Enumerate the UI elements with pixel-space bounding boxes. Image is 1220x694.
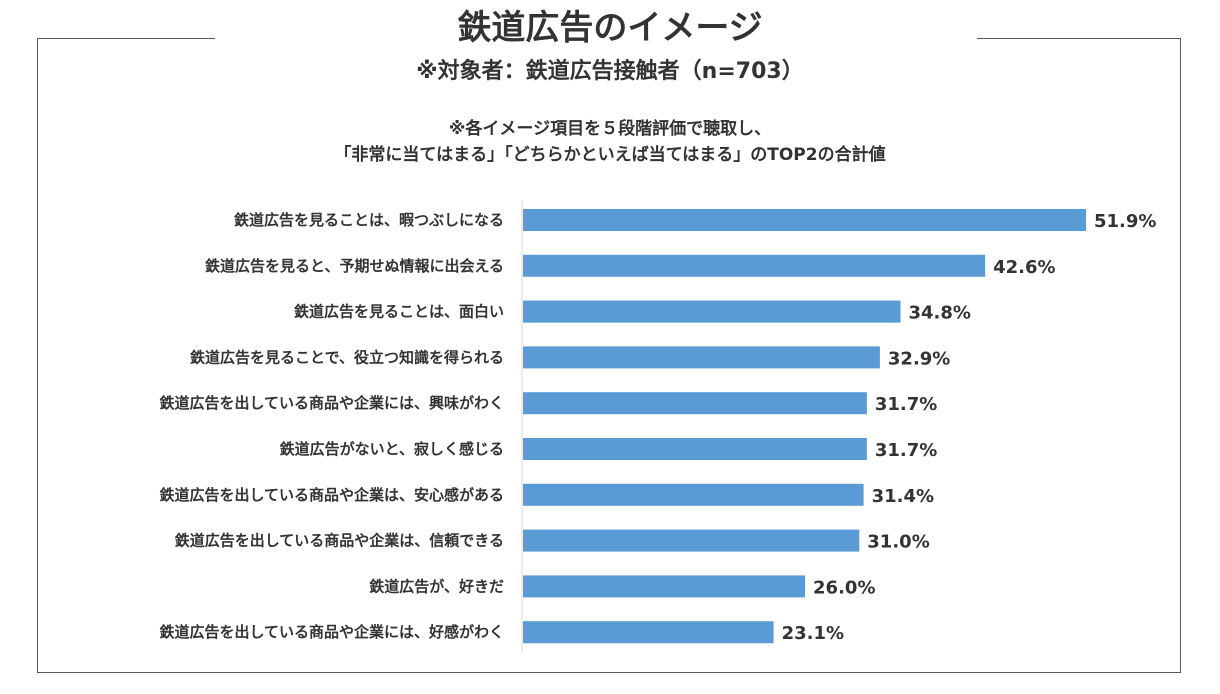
category-label: 鉄道広告を出している商品や企業には、興味がわく (159, 394, 504, 412)
chart-title: 鉄道広告のイメージ (457, 8, 763, 48)
value-label: 31.4% (872, 486, 934, 507)
bar (523, 392, 867, 415)
value-label: 23.1% (782, 623, 844, 644)
category-label: 鉄道広告を出している商品や企業には、好感がわく (159, 623, 504, 641)
value-label: 42.6% (993, 257, 1055, 278)
value-label: 34.8% (909, 303, 971, 324)
bar (523, 483, 864, 506)
value-label: 31.7% (875, 394, 937, 415)
bar (523, 254, 986, 277)
category-label: 鉄道広告を見ることは、面白い (294, 303, 504, 321)
category-label: 鉄道広告を出している商品や企業は、信頼できる (175, 532, 504, 550)
category-label: 鉄道広告が、好きだ (369, 577, 504, 595)
bar (523, 346, 880, 369)
bar (523, 438, 867, 460)
method-note-line2: 「非常に当てはまる」「どちらかといえば当てはまる」のTOP2の合計値 (334, 145, 886, 165)
bar (523, 300, 901, 323)
value-label: 31.7% (875, 440, 937, 461)
title-background (215, 30, 977, 50)
value-label: 26.0% (813, 577, 875, 598)
bar (523, 621, 774, 644)
bar (523, 575, 806, 598)
value-label: 31.0% (867, 532, 929, 553)
category-label: 鉄道広告を見ると、予期せぬ情報に出会える (205, 257, 504, 275)
bar (523, 529, 860, 552)
value-label: 32.9% (888, 348, 950, 369)
category-label: 鉄道広告がないと、寂しく感じる (280, 440, 504, 458)
category-label: 鉄道広告を出している商品や企業は、安心感がある (159, 486, 504, 504)
category-label: 鉄道広告を見ることで、役立つ知識を得られる (190, 348, 504, 366)
method-note-line1: ※各イメージ項目を５段階評価で聴取し、 (448, 119, 772, 139)
category-label: 鉄道広告を見ることは、暇つぶしになる (234, 211, 504, 229)
value-label: 51.9% (1094, 211, 1156, 232)
chart-subtitle: ※対象者：鉄道広告接触者（n=703） (416, 59, 804, 84)
bar (523, 209, 1086, 231)
